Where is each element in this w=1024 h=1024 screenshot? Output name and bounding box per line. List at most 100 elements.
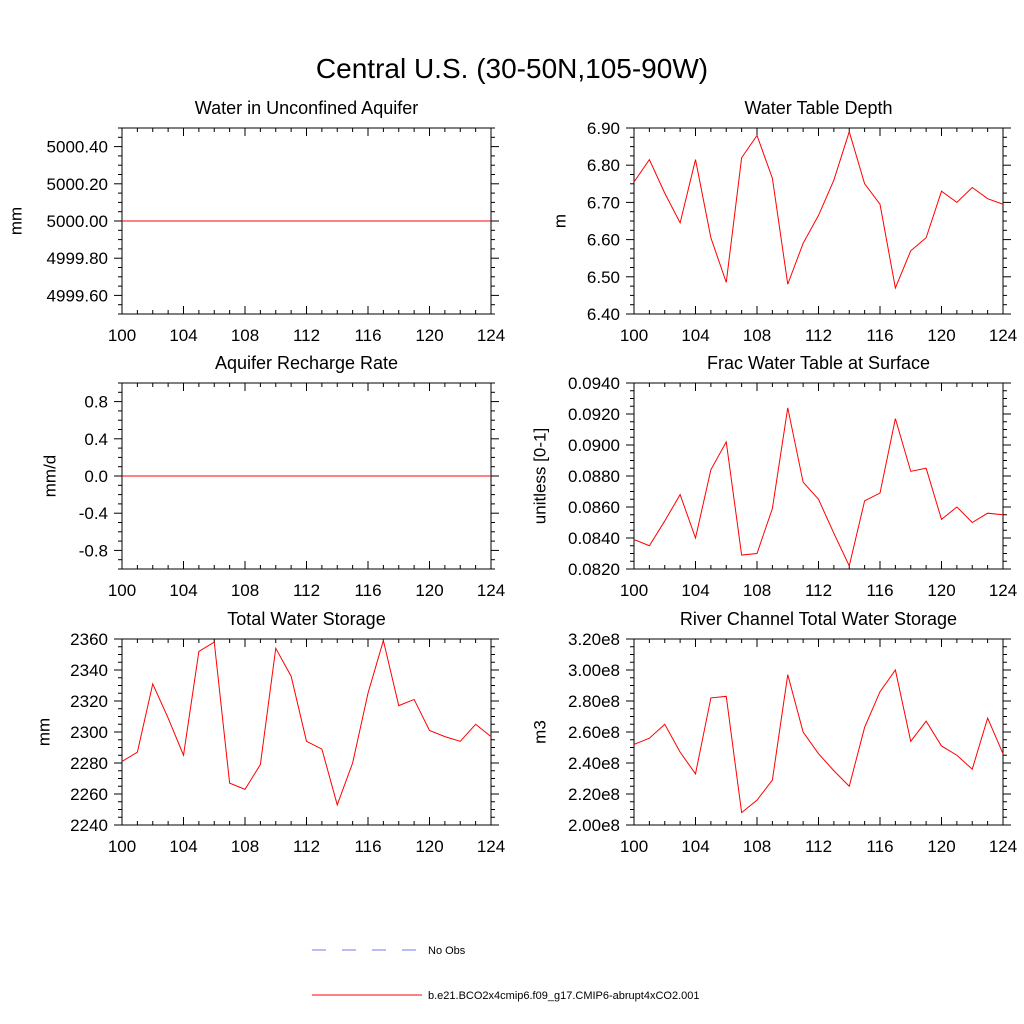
plot-frame bbox=[633, 382, 1004, 570]
x-tick-label: 116 bbox=[354, 326, 381, 345]
x-tick-label: 112 bbox=[805, 326, 832, 345]
y-tick-label: 2240 bbox=[70, 816, 108, 835]
series-line bbox=[121, 638, 492, 807]
x-tick-label: 116 bbox=[866, 837, 893, 856]
x-tick-label: 112 bbox=[805, 581, 832, 600]
y-tick-label: 2.20e8 bbox=[568, 785, 620, 804]
y-tick-label: 2360 bbox=[70, 630, 108, 649]
y-tick-label: 2.40e8 bbox=[568, 754, 620, 773]
x-tick-label: 112 bbox=[293, 581, 320, 600]
y-tick-label: 0.0880 bbox=[568, 467, 620, 486]
y-tick-label: 6.80 bbox=[587, 156, 620, 175]
y-tick-label: 4999.60 bbox=[47, 286, 108, 305]
y-axis-label: m bbox=[551, 214, 570, 228]
plot-frame bbox=[121, 638, 492, 826]
series-line bbox=[633, 130, 1004, 290]
y-tick-label: 6.50 bbox=[587, 268, 620, 287]
y-tick-label: 0.0820 bbox=[568, 560, 620, 579]
legend: No Obs b.e21.BCO2x4cmip6.f09_g17.CMIP6-a… bbox=[312, 945, 700, 1002]
y-tick-label: 2280 bbox=[70, 754, 108, 773]
x-tick-label: 120 bbox=[415, 837, 443, 856]
x-tick-label: 116 bbox=[354, 837, 381, 856]
y-tick-label: 0.0900 bbox=[568, 436, 620, 455]
x-tick-label: 108 bbox=[743, 837, 771, 856]
y-tick-label: 0.8 bbox=[84, 393, 108, 412]
panel-fw: Frac Water Table at Surface unitless [0-1… bbox=[531, 353, 1018, 600]
panel-title: River Channel Total Water Storage bbox=[680, 609, 957, 629]
x-tick-label: 104 bbox=[169, 581, 197, 600]
y-tick-label: 2260 bbox=[70, 785, 108, 804]
panel-title: Water in Unconfined Aquifer bbox=[195, 98, 418, 118]
x-tick-label: 120 bbox=[415, 581, 443, 600]
x-tick-label: 104 bbox=[681, 837, 709, 856]
y-axis-label: mm/d bbox=[41, 455, 60, 498]
x-tick-label: 108 bbox=[743, 326, 771, 345]
x-tick-label: 100 bbox=[620, 837, 648, 856]
y-tick-label: 4999.80 bbox=[47, 249, 108, 268]
y-tick-label: 6.90 bbox=[587, 119, 620, 138]
panel-title: Aquifer Recharge Rate bbox=[215, 353, 398, 373]
x-tick-label: 104 bbox=[169, 837, 197, 856]
x-tick-label: 120 bbox=[415, 326, 443, 345]
x-tick-label: 104 bbox=[681, 326, 709, 345]
x-tick-label: 100 bbox=[620, 326, 648, 345]
panel-ar: Aquifer Recharge Rate mm/d 100 104 108 112 116… bbox=[41, 353, 506, 600]
panel-title: Total Water Storage bbox=[227, 609, 385, 629]
y-tick-label: 2.60e8 bbox=[568, 723, 620, 742]
y-tick-label: -0.8 bbox=[79, 541, 108, 560]
y-tick-label: 0.0920 bbox=[568, 405, 620, 424]
y-tick-label: 0.0 bbox=[84, 467, 108, 486]
x-tick-label: 108 bbox=[231, 326, 259, 345]
x-tick-label: 100 bbox=[108, 837, 136, 856]
y-tick-label: 0.0840 bbox=[568, 529, 620, 548]
y-tick-label: 3.20e8 bbox=[568, 630, 620, 649]
y-tick-label: -0.4 bbox=[79, 504, 108, 523]
y-tick-label: 2.00e8 bbox=[568, 816, 620, 835]
y-tick-label: 0.4 bbox=[84, 430, 108, 449]
y-axis-label: unitless [0-1] bbox=[531, 428, 550, 524]
legend-model-label: b.e21.BCO2x4cmip6.f09_g17.CMIP6-abrupt4x… bbox=[428, 990, 700, 1002]
x-tick-label: 104 bbox=[169, 326, 197, 345]
x-tick-label: 112 bbox=[293, 837, 320, 856]
y-tick-label: 6.70 bbox=[587, 193, 620, 212]
x-tick-label: 100 bbox=[620, 581, 648, 600]
x-tick-label: 100 bbox=[108, 581, 136, 600]
panel-rc: River Channel Total Water Storage m3 100 10… bbox=[531, 609, 1018, 856]
x-tick-label: 124 bbox=[989, 837, 1017, 856]
x-tick-label: 112 bbox=[805, 837, 832, 856]
panel-wa: Water in Unconfined Aquifer mm 100 104 108 11… bbox=[7, 98, 506, 345]
y-tick-label: 3.00e8 bbox=[568, 661, 620, 680]
x-tick-label: 116 bbox=[866, 326, 893, 345]
y-tick-label: 6.40 bbox=[587, 305, 620, 324]
y-tick-label: 6.60 bbox=[587, 231, 620, 250]
y-axis-label: mm bbox=[35, 718, 54, 746]
figure-title: Central U.S. (30-50N,105-90W) bbox=[316, 53, 708, 84]
y-tick-label: 5000.20 bbox=[47, 175, 108, 194]
panel-wt: Water Table Depth m 100 104 108 112 116 120 124 6… bbox=[551, 98, 1018, 345]
y-axis-label: m3 bbox=[531, 720, 550, 744]
y-axis-label: mm bbox=[7, 207, 26, 235]
x-tick-label: 112 bbox=[293, 326, 320, 345]
y-tick-label: 5000.00 bbox=[47, 212, 108, 231]
y-tick-label: 2300 bbox=[70, 723, 108, 742]
x-tick-label: 108 bbox=[231, 581, 259, 600]
y-tick-label: 0.0940 bbox=[568, 374, 620, 393]
y-tick-label: 2340 bbox=[70, 661, 108, 680]
y-tick-label: 0.0860 bbox=[568, 498, 620, 517]
legend-obs-label: No Obs bbox=[428, 945, 466, 957]
x-tick-label: 120 bbox=[927, 837, 955, 856]
series-line bbox=[633, 407, 1004, 568]
x-tick-label: 120 bbox=[927, 326, 955, 345]
x-tick-label: 124 bbox=[477, 326, 505, 345]
y-tick-label: 2320 bbox=[70, 692, 108, 711]
panel-title: Water Table Depth bbox=[744, 98, 892, 118]
panel-title: Frac Water Table at Surface bbox=[707, 353, 930, 373]
x-tick-label: 100 bbox=[108, 326, 136, 345]
x-tick-label: 124 bbox=[989, 326, 1017, 345]
plot-frame bbox=[633, 638, 1004, 826]
x-tick-label: 108 bbox=[743, 581, 771, 600]
x-tick-label: 108 bbox=[231, 837, 259, 856]
x-tick-label: 124 bbox=[477, 581, 505, 600]
x-tick-label: 120 bbox=[927, 581, 955, 600]
